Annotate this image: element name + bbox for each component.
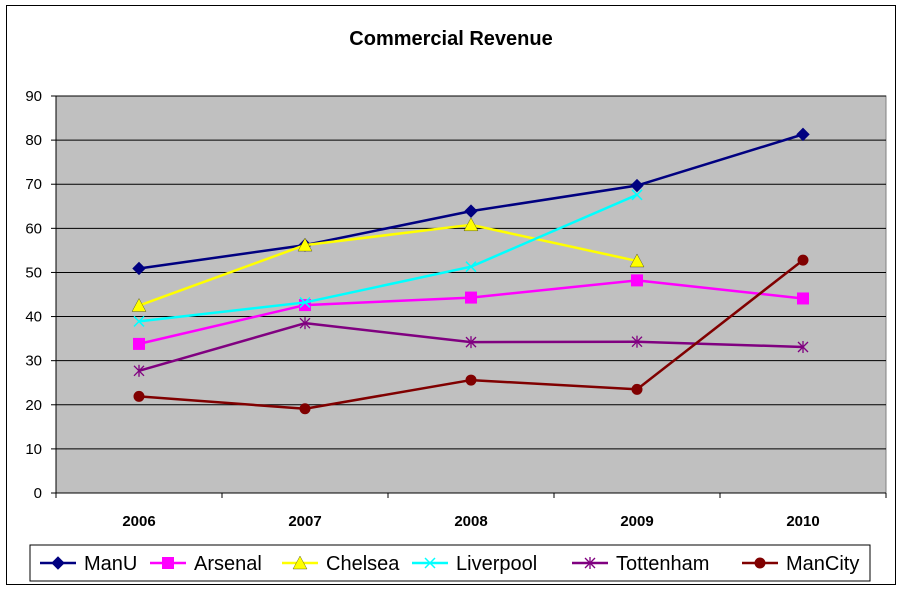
point-manu-2008 — [464, 204, 478, 218]
point-arsenal-2007 — [299, 299, 311, 312]
point-mancity-2008 — [465, 374, 477, 386]
y-tick-label-40: 40 — [25, 309, 42, 326]
point-tottenham-2009 — [631, 335, 643, 348]
point-liverpool-2008 — [465, 261, 477, 273]
point-mancity-2007 — [299, 403, 311, 415]
legend-marker-liverpool — [424, 557, 436, 569]
point-liverpool-2007 — [299, 296, 311, 308]
y-tick-label-30: 30 — [25, 353, 42, 370]
legend-label-mancity: ManCity — [786, 553, 859, 575]
series-line-chelsea — [138, 223, 638, 307]
legend-marker-arsenal — [162, 557, 174, 569]
point-arsenal-2010 — [797, 292, 809, 305]
legend-item-manu: ManU — [40, 553, 137, 575]
series-chelsea — [131, 217, 645, 312]
point-chelsea-2008 — [463, 217, 479, 231]
point-manu-2009 — [630, 178, 644, 193]
point-manu-2006 — [132, 261, 146, 276]
point-arsenal-2009 — [631, 274, 643, 287]
point-manu-2010 — [796, 127, 810, 142]
legend-marker-manu — [51, 556, 65, 570]
legend-label-arsenal: Arsenal — [194, 553, 262, 575]
y-tick-label-70: 70 — [25, 176, 42, 193]
chart-title: Commercial Revenue — [349, 28, 552, 50]
series-liverpool — [133, 189, 643, 327]
series-mancity — [133, 254, 809, 415]
point-tottenham-2010 — [797, 340, 809, 353]
x-tick-label-2007: 2007 — [288, 513, 321, 530]
point-arsenal-2006 — [133, 337, 145, 350]
legend-label-tottenham: Tottenham — [616, 553, 709, 575]
series-line-liverpool — [138, 193, 638, 323]
y-tick-label-80: 80 — [25, 132, 42, 149]
legend-marker-chelsea — [292, 555, 308, 570]
y-tick-label-0: 0 — [34, 485, 42, 502]
legend-label-manu: ManU — [84, 553, 137, 575]
legend-item-liverpool: Liverpool — [412, 553, 537, 575]
legend-marker-tottenham — [584, 557, 596, 569]
point-tottenham-2007 — [299, 317, 311, 330]
x-tick-label-2008: 2008 — [454, 513, 487, 530]
point-chelsea-2007 — [297, 237, 313, 252]
series-tottenham — [133, 317, 809, 377]
point-mancity-2010 — [797, 254, 809, 266]
y-tick-label-20: 20 — [25, 397, 42, 414]
y-tick-label-60: 60 — [25, 220, 42, 237]
point-tottenham-2006 — [133, 364, 145, 377]
x-tick-label-2009: 2009 — [620, 513, 653, 530]
point-liverpool-2006 — [133, 315, 145, 327]
y-tick-label-90: 90 — [25, 88, 42, 105]
legend-item-arsenal: Arsenal — [150, 553, 262, 575]
point-tottenham-2008 — [465, 336, 477, 349]
x-tick-label-2006: 2006 — [122, 513, 155, 530]
point-arsenal-2008 — [465, 291, 477, 304]
point-chelsea-2009 — [629, 253, 645, 268]
point-chelsea-2006 — [131, 298, 147, 312]
point-mancity-2009 — [631, 383, 643, 395]
legend-item-mancity: ManCity — [742, 553, 859, 575]
legend-marker-mancity — [754, 557, 766, 569]
legend-label-chelsea: Chelsea — [326, 553, 400, 575]
y-tick-label-10: 10 — [25, 441, 42, 458]
series-arsenal — [133, 274, 809, 350]
point-mancity-2006 — [133, 390, 145, 402]
y-tick-label-50: 50 — [25, 264, 42, 281]
legend-label-liverpool: Liverpool — [456, 553, 537, 575]
legend-item-chelsea: Chelsea — [282, 553, 400, 575]
x-tick-label-2010: 2010 — [786, 513, 819, 530]
point-liverpool-2009 — [631, 189, 643, 201]
legend-item-tottenham: Tottenham — [572, 553, 709, 575]
